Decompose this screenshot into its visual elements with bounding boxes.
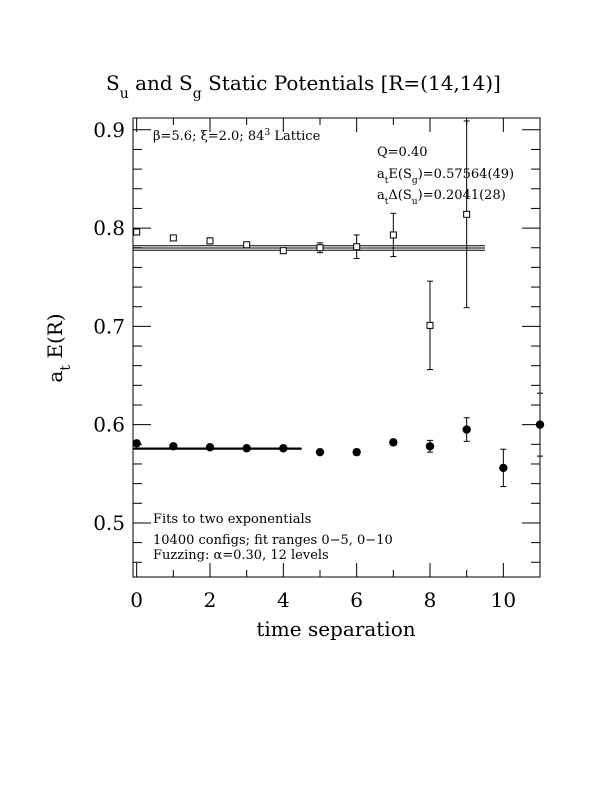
y-tick-label: 0.9 — [93, 118, 125, 142]
y-tick-label: 0.8 — [93, 216, 125, 240]
data-point-square — [279, 247, 287, 255]
data-point-circle — [389, 438, 398, 447]
fuzzing-note: Fuzzing: α=0.30, 12 levels — [153, 548, 329, 563]
x-tick-label: 2 — [204, 588, 217, 612]
data-point-circle — [425, 442, 435, 451]
y-tick-label: 0.6 — [93, 413, 125, 437]
data-point-circle — [169, 442, 178, 451]
data-point-square — [133, 228, 141, 236]
configs-note: 10400 configs; fit ranges 0−5, 0−10 — [153, 533, 393, 548]
y-axis-label: at E(R) — [43, 313, 74, 382]
fit-bands — [132, 245, 485, 450]
x-axis-label: time separation — [256, 617, 415, 641]
x-tick-label: 8 — [424, 588, 437, 612]
gap-annotation: atΔ(Su)=0.2041(28) — [377, 188, 506, 207]
data-point-circle — [499, 463, 508, 473]
data-point-square — [389, 231, 397, 239]
data-point-circle — [315, 447, 325, 457]
data-point-circle — [132, 439, 141, 448]
data-points — [132, 120, 545, 488]
data-point-square — [169, 234, 177, 242]
data-point-circle — [242, 444, 251, 453]
data-point-square — [463, 210, 471, 218]
energy-annotation: atE(Sg)=0.57564(49) — [377, 167, 514, 186]
data-point-square — [243, 241, 251, 249]
x-tick-label: 10 — [491, 588, 516, 612]
data-point-circle — [462, 425, 471, 434]
y-tick-label: 0.7 — [93, 314, 125, 338]
data-point-circle — [352, 447, 361, 457]
data-point-square — [353, 243, 361, 251]
q-annotation: Q=0.40 — [377, 145, 428, 160]
x-tick-label: 0 — [130, 588, 143, 612]
data-point-circle — [205, 443, 215, 452]
data-point-square — [426, 321, 434, 329]
axis-ticks: 0 2 4 6 8 10 0.5 0.6 0.7 0.8 0.9 — [93, 118, 540, 612]
y-tick-label: 0.5 — [93, 511, 125, 535]
plot-frame — [132, 117, 541, 578]
x-tick-label: 6 — [350, 588, 363, 612]
data-point-circle — [535, 420, 545, 429]
data-point-square — [316, 244, 324, 252]
data-point-circle — [279, 444, 288, 453]
chart-title: Su and Sg Static Potentials [R=(14,14)] — [106, 71, 501, 102]
data-point-square — [206, 237, 214, 245]
fits-note: Fits to two exponentials — [153, 512, 311, 527]
lattice-annotation: β=5.6; ξ=2.0; 843 Lattice — [153, 128, 321, 144]
x-tick-label: 4 — [277, 588, 290, 612]
